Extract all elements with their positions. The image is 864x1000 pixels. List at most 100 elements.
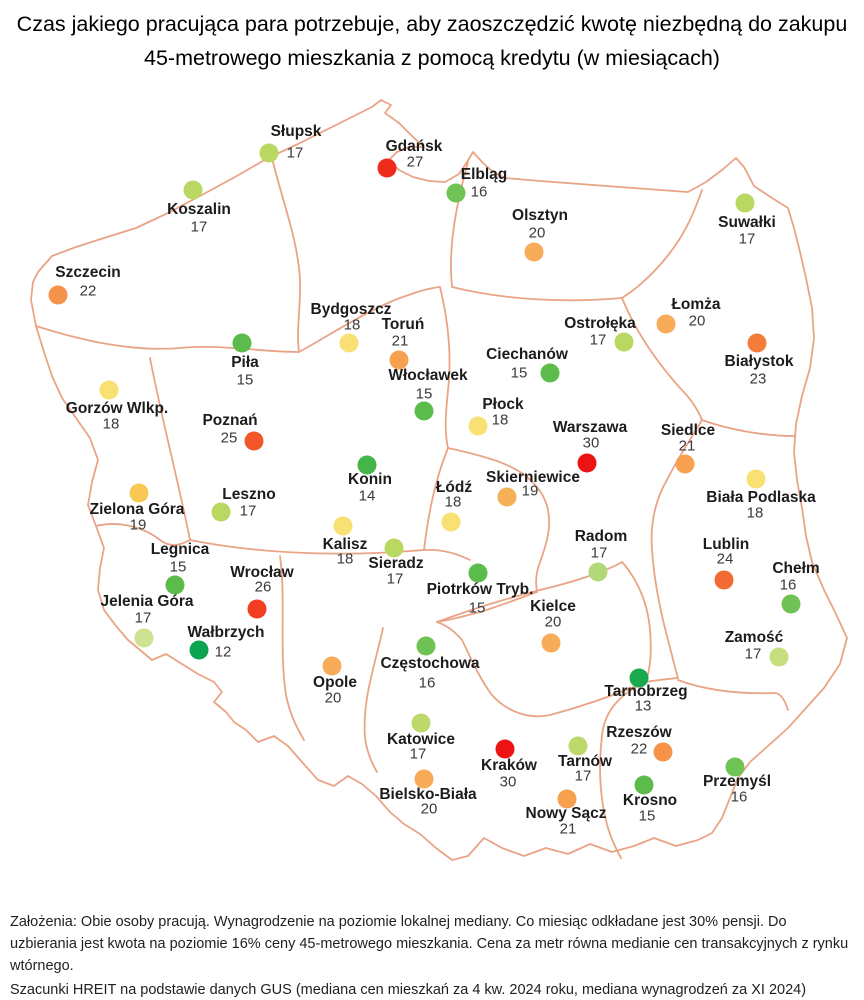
city-value-warszawa: 30 bbox=[582, 434, 600, 452]
city-dot-gorz-w-wlkp bbox=[99, 380, 119, 400]
region-border bbox=[95, 523, 191, 546]
city-dot-bia-a-podlaska bbox=[746, 469, 766, 489]
city-label-ciechan-w: Ciechanów bbox=[486, 346, 568, 363]
city-value-radom: 17 bbox=[590, 544, 608, 562]
city-value-cz-stochowa: 16 bbox=[418, 674, 436, 692]
city-dot-rzesz-w bbox=[653, 742, 673, 762]
city-value-om-a: 20 bbox=[688, 312, 706, 330]
city-value-nowy-s-cz: 21 bbox=[559, 820, 577, 838]
city-dot-kalisz bbox=[333, 516, 353, 536]
city-label-przemy-l: Przemyśl bbox=[702, 773, 772, 790]
city-label-krosno: Krosno bbox=[622, 792, 678, 809]
city-value-krosno: 15 bbox=[638, 807, 656, 825]
city-label-s-upsk: Słupsk bbox=[270, 123, 322, 140]
city-label-krak-w: Kraków bbox=[481, 757, 537, 774]
city-value-olsztyn: 20 bbox=[528, 224, 546, 242]
city-label-w-oc-awek: Włocławek bbox=[388, 367, 468, 384]
city-value-toru: 21 bbox=[391, 332, 409, 350]
city-label-jelenia-g-ra: Jelenia Góra bbox=[100, 593, 194, 610]
city-label-szczecin: Szczecin bbox=[55, 264, 121, 281]
city-label-bielsko-bia-a: Bielsko-Biała bbox=[379, 786, 477, 803]
city-value-w-oc-awek: 15 bbox=[415, 385, 433, 403]
city-value-lublin: 24 bbox=[716, 550, 734, 568]
city-value-legnica: 15 bbox=[169, 558, 187, 576]
city-value-opole: 20 bbox=[324, 689, 342, 707]
city-value-ciechan-w: 15 bbox=[510, 364, 528, 382]
city-dot-pozna bbox=[244, 431, 264, 451]
city-dot-bia-ystok bbox=[747, 333, 767, 353]
city-value-bia-ystok: 23 bbox=[749, 370, 767, 388]
city-dot-suwa-ki bbox=[735, 193, 755, 213]
city-dot-opole bbox=[322, 656, 342, 676]
city-label-che-m: Chełm bbox=[772, 560, 820, 577]
footnote-assumptions: Założenia: Obie osoby pracują. Wynagrodz… bbox=[10, 913, 849, 974]
city-label-wroc-aw: Wrocław bbox=[230, 564, 294, 581]
city-label-pozna: Poznań bbox=[202, 412, 258, 429]
city-dot-leszno bbox=[211, 502, 231, 522]
region-border bbox=[436, 621, 647, 718]
city-label-bia-ystok: Białystok bbox=[724, 353, 794, 370]
region-border bbox=[279, 555, 305, 741]
city-value-kielce: 20 bbox=[544, 613, 562, 631]
city-label-cz-stochowa: Częstochowa bbox=[380, 655, 480, 672]
city-dot-zielona-g-ra bbox=[129, 483, 149, 503]
region-border bbox=[621, 561, 652, 683]
city-dot-zamo bbox=[769, 647, 789, 667]
city-value-wa-brzych: 12 bbox=[214, 643, 232, 661]
city-label-katowice: Katowice bbox=[386, 731, 456, 748]
city-label-olsztyn: Olsztyn bbox=[512, 207, 568, 224]
city-label-leszno: Leszno bbox=[222, 486, 276, 503]
city-value-zielona-g-ra: 19 bbox=[129, 516, 147, 534]
region-border bbox=[436, 591, 538, 623]
city-value-piotrk-w-tryb: 15 bbox=[468, 599, 486, 617]
city-value-che-m: 16 bbox=[779, 576, 797, 594]
city-dot-wa-brzych bbox=[189, 640, 209, 660]
city-label-tarnobrzeg: Tarnobrzeg bbox=[604, 683, 688, 700]
city-label-koszalin: Koszalin bbox=[167, 201, 231, 218]
city-value-wroc-aw: 26 bbox=[254, 578, 272, 596]
region-border bbox=[599, 681, 647, 859]
city-value-gda-sk: 27 bbox=[406, 153, 424, 171]
city-dot-skierniewice bbox=[497, 487, 517, 507]
city-dot-om-a bbox=[656, 314, 676, 334]
region-border bbox=[447, 447, 551, 593]
city-dot-przemy-l bbox=[725, 757, 745, 777]
region-border bbox=[645, 677, 679, 683]
city-label-skierniewice: Skierniewice bbox=[486, 469, 580, 486]
city-value-bielsko-bia-a: 20 bbox=[420, 800, 438, 818]
city-value-kalisz: 18 bbox=[336, 550, 354, 568]
city-value-jelenia-g-ra: 17 bbox=[134, 609, 152, 627]
city-dot-ciechan-w bbox=[540, 363, 560, 383]
region-border bbox=[35, 325, 300, 353]
city-dot-bydgoszcz bbox=[339, 333, 359, 353]
city-value-d: 18 bbox=[444, 493, 462, 511]
city-label-nowy-s-cz: Nowy Sącz bbox=[525, 805, 607, 822]
region-border bbox=[677, 679, 789, 711]
region-border bbox=[363, 627, 384, 773]
city-label-sieradz: Sieradz bbox=[368, 555, 424, 572]
city-value-sieradz: 17 bbox=[386, 570, 404, 588]
city-value-tarn-w: 17 bbox=[574, 767, 592, 785]
city-value-siedlce: 21 bbox=[678, 437, 696, 455]
city-label-lublin: Lublin bbox=[702, 536, 750, 553]
city-label-warszawa: Warszawa bbox=[552, 419, 628, 436]
city-label-zamo: Zamość bbox=[724, 629, 784, 646]
city-label-bydgoszcz: Bydgoszcz bbox=[310, 301, 392, 318]
city-dot-d bbox=[441, 512, 461, 532]
city-label-p-ock: Płock bbox=[482, 396, 524, 413]
city-value-s-upsk: 17 bbox=[286, 144, 304, 162]
city-label-d: Łódź bbox=[435, 479, 473, 496]
region-border bbox=[271, 157, 302, 353]
city-dot-p-ock bbox=[468, 416, 488, 436]
city-dot-radom bbox=[588, 562, 608, 582]
region-border bbox=[149, 357, 191, 541]
city-label-toru: Toruń bbox=[381, 316, 425, 333]
region-border bbox=[298, 286, 441, 353]
city-dot-che-m bbox=[781, 594, 801, 614]
city-dot-wroc-aw bbox=[247, 599, 267, 619]
footnote-source: Szacunki HREIT na podstawie danych GUS (… bbox=[10, 981, 807, 998]
region-border bbox=[423, 447, 449, 551]
city-value-konin: 14 bbox=[358, 487, 376, 505]
city-label-siedlce: Siedlce bbox=[660, 422, 716, 439]
region-border bbox=[701, 419, 796, 437]
